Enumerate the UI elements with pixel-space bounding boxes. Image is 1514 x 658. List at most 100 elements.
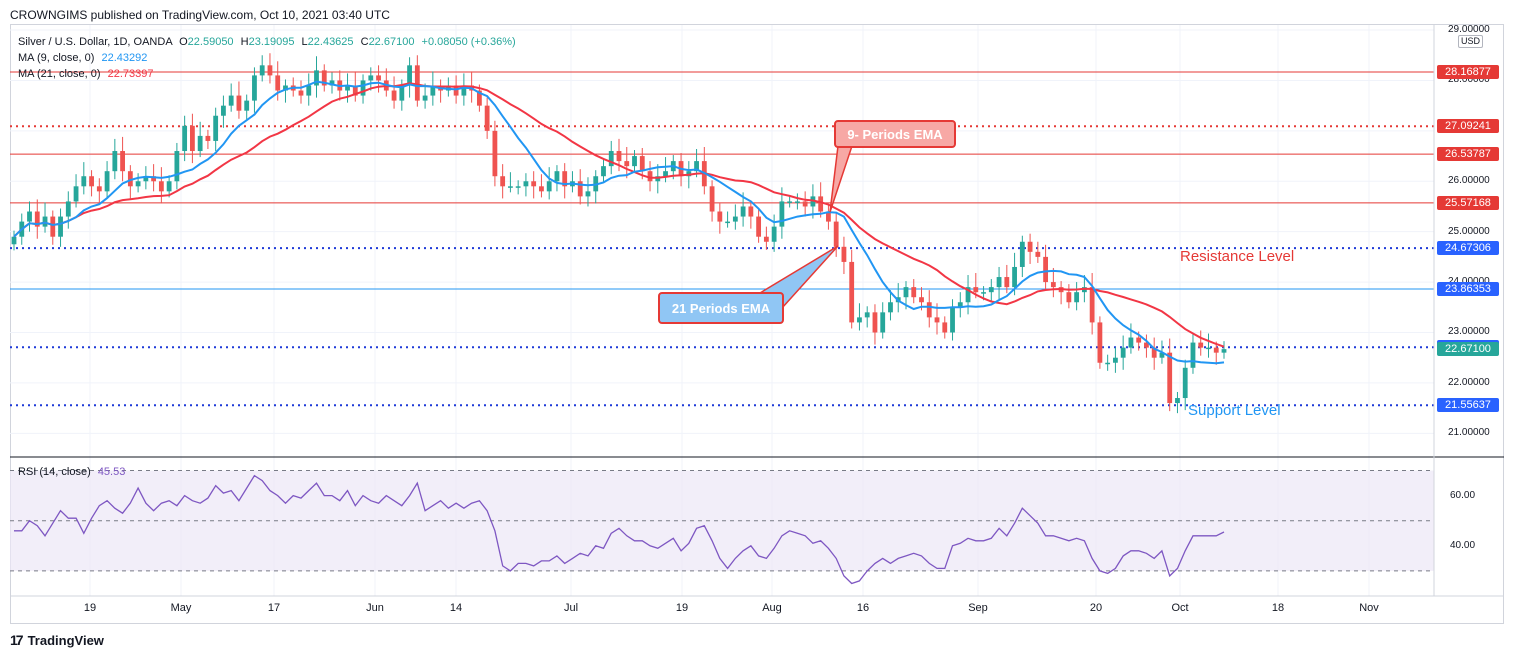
ma21-legend: MA (21, close, 0) 22.73397 [18,68,154,80]
candle-body [973,287,979,293]
rsi-value: 45.53 [97,466,126,478]
price-tick-label: 21.00000 [1448,427,1490,439]
candle-body [934,317,940,323]
candle-body [616,151,622,162]
candle-body [1035,251,1041,257]
candle-body [500,176,506,187]
candle-body [880,312,886,333]
price-tag: 21.55637 [1437,398,1499,413]
candle-body [903,287,909,298]
candle-body [453,85,459,96]
candle-body [306,85,312,96]
price-tick-label: 24.00000 [1448,276,1490,287]
candle-body [655,176,661,182]
candle-body [1004,277,1010,288]
tradingview-brand[interactable]: 17 TradingView [10,632,104,648]
ohlc-legend: Silver / U.S. Dollar, 1D, OANDA O22.5905… [18,36,516,48]
candle-body [709,186,715,212]
candle-body [1113,357,1118,363]
candle-body [965,287,971,303]
candle-body [1043,256,1049,283]
candle-body [283,85,288,91]
candle-body [213,115,219,141]
candle-body [104,171,110,192]
candle-body [1074,292,1080,303]
candle-body [1206,347,1211,350]
time-tick-label: 17 [267,602,281,614]
time-tick-label: Aug [762,602,782,614]
rsi-label: RSI (14, close) [18,466,91,478]
candle-body [11,236,17,245]
candle-body [911,287,917,298]
candle-body [577,181,583,197]
candle-body [872,312,878,333]
candle-body [1066,292,1072,303]
candle-body [407,65,412,86]
candle-body [732,216,738,222]
candle-body [73,186,79,202]
candle-body [826,211,831,222]
candle-body [663,171,668,177]
candle-body [740,206,746,217]
publisher-line: CROWNGIMS published on TradingView.com, … [10,8,390,22]
candle-body [27,211,32,222]
price-tag: 23.86353 [1437,281,1499,296]
candle-body [197,135,203,152]
candle-body [857,317,862,323]
candle-body [189,125,195,152]
candle-body [127,171,133,187]
candle-body [515,186,521,188]
candle-body [205,135,211,141]
candle-body [779,201,785,227]
rsi-tick-label: 40.00 [1450,539,1476,551]
candle-body [391,90,397,101]
candle-body [1089,287,1095,323]
candlesticks [11,53,1227,414]
candle-body [539,186,544,192]
candle-body [345,85,350,91]
candle-body [376,75,381,81]
symbol-name: Silver / U.S. Dollar, 1D, OANDA [18,36,173,48]
candle-body [368,75,374,81]
time-tick-label: 19 [83,602,97,614]
change-value: +0.08050 (+0.36%) [421,36,516,48]
candle-body [647,171,653,182]
candle-body [89,176,94,187]
candle-body [259,65,265,76]
candle-body [1144,342,1149,348]
currency-badge[interactable]: USD [1458,35,1484,48]
candle-body [608,151,614,167]
candle-body [523,181,529,187]
candle-body [919,297,924,303]
candle-body [321,70,327,86]
candle-body [135,181,141,187]
candle-body [65,201,71,217]
price-tick-label: 22.00000 [1448,376,1490,388]
rsi-tick-label: 60.00 [1450,489,1476,501]
time-tick-label: Jun [366,602,384,614]
close-label: C [360,36,369,48]
candle-body [802,201,808,207]
candle-body [1136,337,1142,343]
high-label: H [240,36,249,48]
horizontal-levels [10,71,1434,407]
price-tag: 22.67100 [1437,342,1499,357]
candle-body [166,181,172,192]
close-value: 22.67100 [368,36,415,48]
price-tag: 24.67306 [1437,241,1499,256]
candle-body [585,191,591,197]
candle-body [725,221,730,224]
candle-body [1221,349,1227,353]
tradingview-logo-icon: 17 [10,632,24,648]
candle-body [414,65,420,101]
candle-body [624,161,630,167]
support-label: Support Level [1188,402,1281,419]
price-tick-label: 28.00000 [1448,74,1490,86]
time-tick-label: 14 [449,602,463,614]
candle-body [34,211,40,227]
candle-body [1182,367,1188,399]
ma9-line [13,80,1225,365]
candle-body [399,85,405,101]
time-tick-label: 18 [1271,602,1285,614]
